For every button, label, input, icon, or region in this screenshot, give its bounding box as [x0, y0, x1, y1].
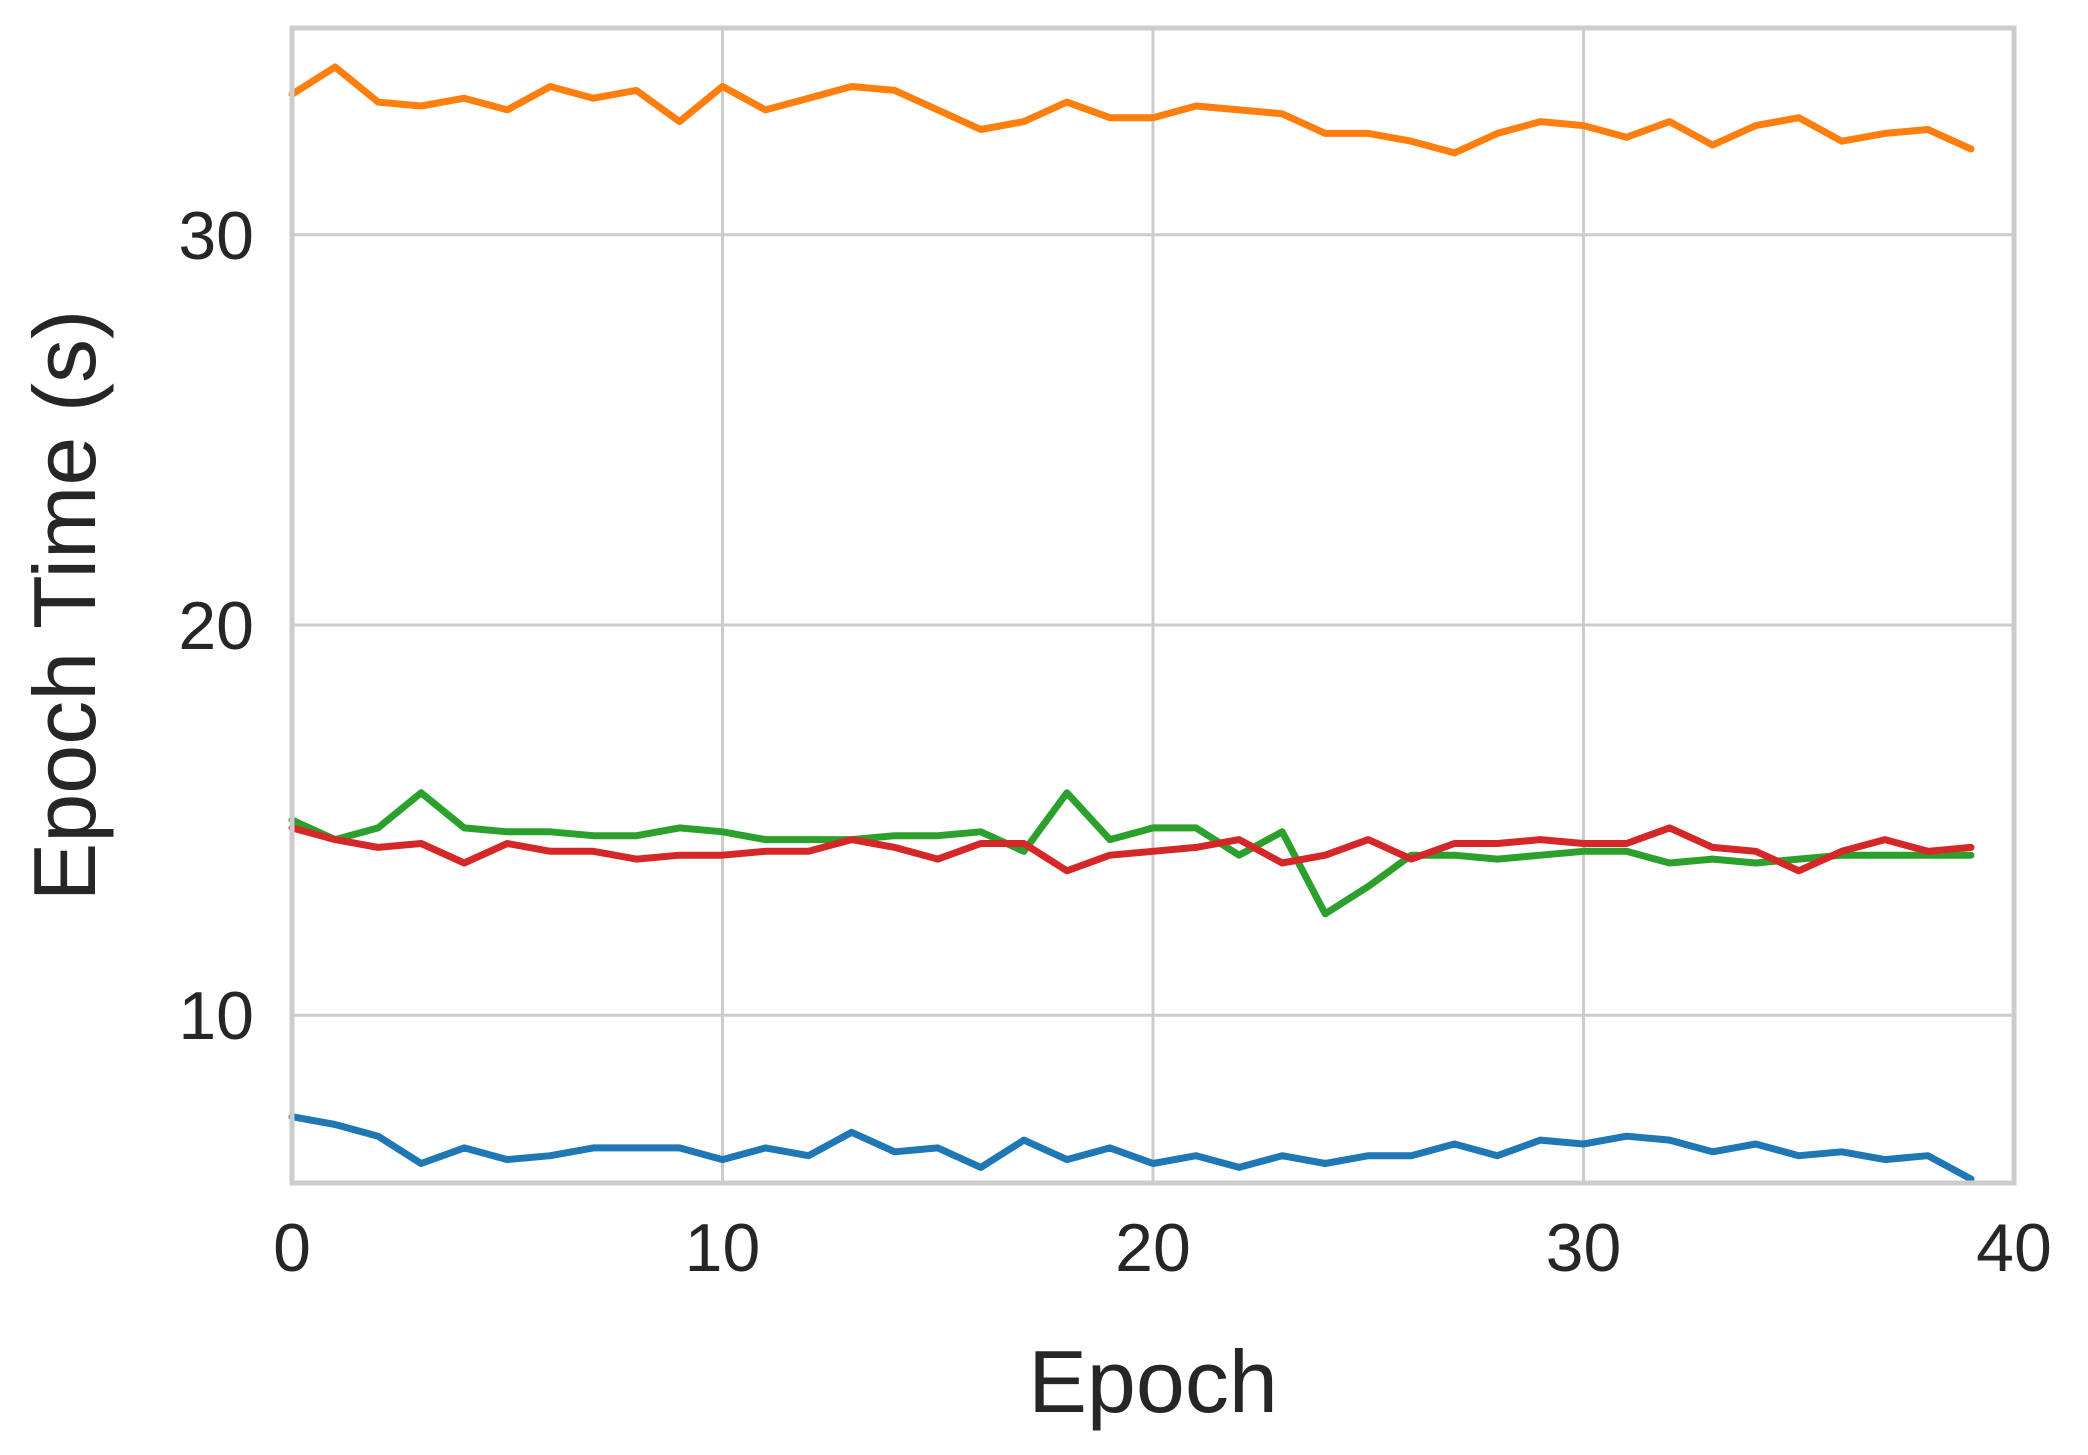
grid-lines [290, 28, 2016, 1183]
y-tick-label: 20 [178, 588, 254, 664]
y-axis-label: Epoch Time (s) [15, 310, 114, 902]
series-line-3 [288, 824, 1975, 875]
series-line-1 [288, 63, 1975, 157]
x-tick-label: 0 [273, 1210, 311, 1286]
x-tick-label: 30 [1546, 1210, 1622, 1286]
x-tick-label: 10 [685, 1210, 761, 1286]
plot-frame [289, 25, 2017, 1186]
y-axis-ticks: 10 20 30 [178, 198, 254, 1054]
x-axis-ticks: 0 10 20 30 40 [273, 1210, 2052, 1286]
x-axis-label: Epoch [1028, 1332, 1278, 1431]
series-line-2 [288, 789, 1975, 918]
x-tick-label: 20 [1115, 1210, 1191, 1286]
series-group [288, 63, 1975, 1183]
y-tick-label: 30 [178, 198, 254, 274]
series-line-4 [288, 1113, 1975, 1183]
y-tick-label: 10 [178, 978, 254, 1054]
x-tick-label: 40 [1976, 1210, 2052, 1286]
